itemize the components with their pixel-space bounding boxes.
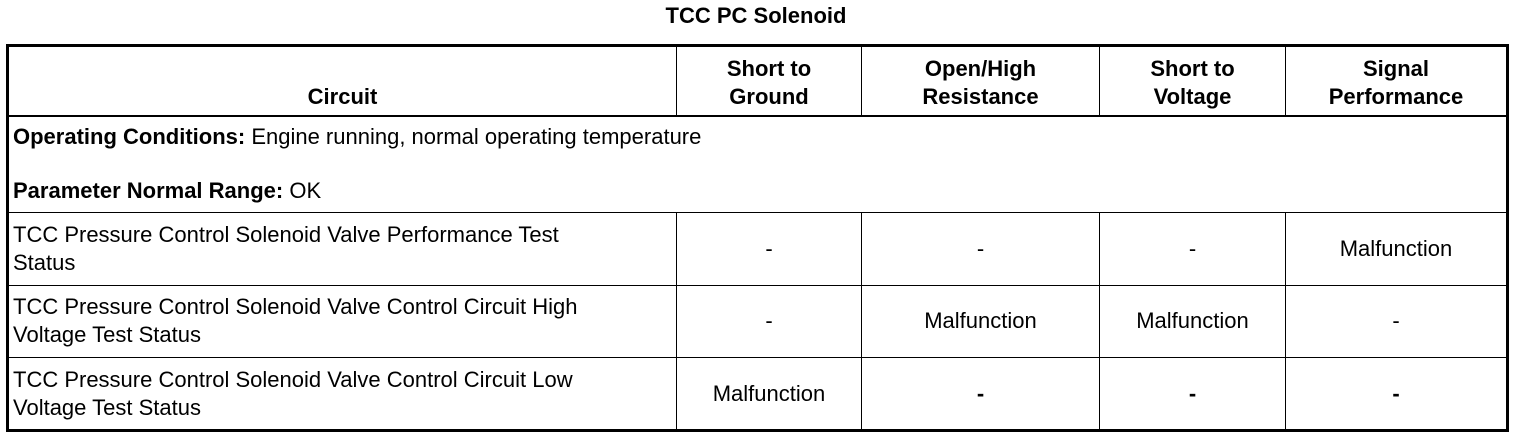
header-short-to-ground: Short to Ground	[676, 45, 862, 117]
header-short-to-voltage: Short to Voltage	[1099, 45, 1286, 117]
cell-open-high-resistance: Malfunction	[861, 284, 1100, 359]
cell-open-high-resistance: -	[861, 357, 1100, 431]
table-row: TCC Pressure Control Solenoid Valve Perf…	[7, 211, 1508, 286]
header-row: Circuit Short to Ground Open/High Resist…	[7, 45, 1508, 117]
cell-signal-performance: -	[1285, 284, 1508, 359]
cell-short-to-voltage: -	[1099, 211, 1286, 286]
parameter-normal-range: Parameter Normal Range: OK	[13, 178, 322, 204]
cell-signal-performance: -	[1285, 357, 1508, 431]
cell-short-to-ground: -	[676, 211, 862, 286]
cell-short-to-voltage: -	[1099, 357, 1286, 431]
cell-short-to-ground: Malfunction	[676, 357, 862, 431]
header-open-high-resistance: Open/High Resistance	[861, 45, 1100, 117]
table-row: TCC Pressure Control Solenoid Valve Cont…	[7, 357, 1508, 431]
cell-short-to-voltage: Malfunction	[1099, 284, 1286, 359]
cell-open-high-resistance: -	[861, 211, 1100, 286]
table-row: TCC Pressure Control Solenoid Valve Cont…	[7, 284, 1508, 359]
cell-short-to-ground: -	[676, 284, 862, 359]
conditions-row: Operating Conditions: Engine running, no…	[7, 115, 1508, 213]
header-circuit-label: Circuit	[307, 83, 378, 109]
header-signal-performance: Signal Performance	[1285, 45, 1508, 117]
table-title: TCC PC Solenoid	[665, 3, 847, 28]
parameter-name: TCC Pressure Control Solenoid Valve Cont…	[7, 284, 677, 359]
cell-signal-performance: Malfunction	[1285, 211, 1508, 286]
conditions-cell: Operating Conditions: Engine running, no…	[7, 115, 1508, 213]
diagnostic-table: Circuit Short to Ground Open/High Resist…	[6, 44, 1509, 432]
parameter-name: TCC Pressure Control Solenoid Valve Perf…	[7, 211, 677, 286]
header-circuit: Circuit	[7, 45, 677, 117]
operating-conditions: Operating Conditions: Engine running, no…	[13, 124, 702, 150]
parameter-name: TCC Pressure Control Solenoid Valve Cont…	[7, 357, 677, 431]
